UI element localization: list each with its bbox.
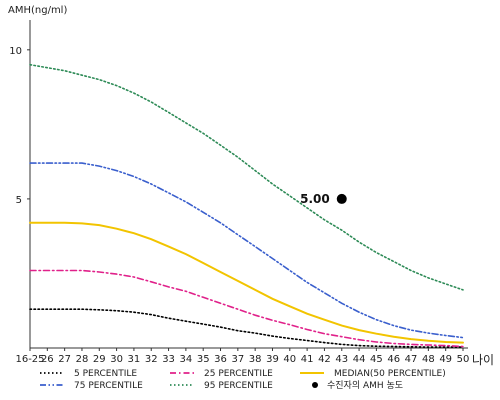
x-axis-title: 나이	[472, 353, 494, 367]
legend-marker-label: 수진자의 AMH 농도	[327, 380, 403, 391]
patient-amh-point	[336, 193, 347, 204]
x-tick-label: 40	[283, 354, 296, 365]
legend-label-0: 5 PERCENTILE	[74, 369, 137, 379]
x-tick-label: 44	[353, 354, 366, 365]
series-line-2	[29, 269, 464, 348]
x-tick-label: 38	[249, 354, 262, 365]
x-tick-label: 30	[110, 354, 123, 365]
x-tick-label: 45	[370, 354, 383, 365]
x-tick-label: 36	[214, 354, 227, 365]
x-tick-label: 48	[422, 354, 435, 365]
series-line-0	[29, 308, 464, 348]
legend-label-4: MEDIAN(50 PERCENTILE)	[334, 369, 446, 379]
x-tick-label: 42	[318, 354, 331, 365]
x-tick-label: 29	[93, 354, 106, 365]
x-tick-label: 41	[301, 354, 314, 365]
series-line-1	[29, 162, 464, 339]
x-tick-label: 47	[405, 354, 418, 365]
x-tick-label: 35	[197, 354, 210, 365]
x-tick-label: 28	[76, 354, 89, 365]
series-line-4	[29, 221, 464, 344]
y-axis-title: AMH(ng/ml)	[8, 5, 67, 16]
x-tick-label: 33	[162, 354, 175, 365]
x-tick-label: 39	[266, 354, 279, 365]
x-tick-label: 32	[145, 354, 158, 365]
x-tick-label: 37	[231, 354, 244, 365]
y-tick-label: 10	[9, 46, 22, 57]
x-tick-label: 31	[128, 354, 141, 365]
x-tick-label: 50	[457, 354, 470, 365]
legend-label-3: 95 PERCENTILE	[204, 381, 273, 391]
x-tick-label: 34	[180, 354, 193, 365]
y-tick-label: 5	[16, 195, 22, 206]
series-line-3	[29, 63, 464, 291]
x-tick-label: 16-25	[15, 354, 44, 365]
patient-amh-label: 5.00	[300, 192, 330, 206]
x-tick-label: 26	[41, 354, 54, 365]
x-tick-label: 49	[439, 354, 452, 365]
legend-label-1: 75 PERCENTILE	[74, 381, 143, 391]
legend-marker-dot	[312, 382, 318, 388]
x-tick-label: 43	[335, 354, 348, 365]
x-tick-label: 46	[387, 354, 400, 365]
x-tick-label: 27	[58, 354, 71, 365]
legend-label-2: 25 PERCENTILE	[204, 369, 273, 379]
